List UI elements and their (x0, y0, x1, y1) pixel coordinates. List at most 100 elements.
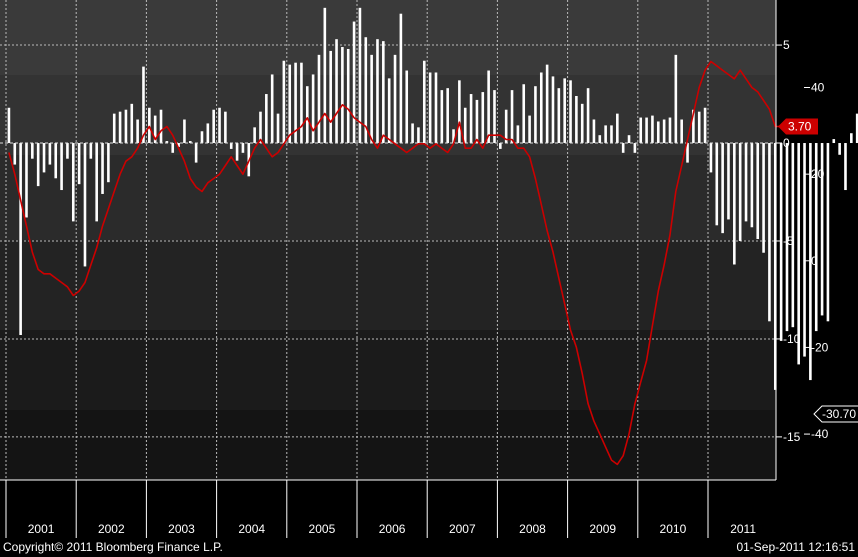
bar (504, 109, 508, 144)
band-2 (0, 155, 776, 240)
bar (586, 88, 590, 144)
bar (71, 143, 75, 222)
bar (651, 115, 654, 144)
bar (645, 117, 648, 144)
bar (89, 143, 93, 159)
outer-tick-label: -20 (811, 340, 829, 354)
year-label: 2011 (730, 522, 756, 536)
bar (294, 62, 297, 144)
bar (580, 103, 584, 144)
year-label: 2005 (309, 522, 336, 536)
band-3 (0, 240, 776, 330)
bar (434, 72, 438, 144)
bar (703, 107, 707, 144)
bar (83, 143, 87, 267)
bar (750, 143, 754, 228)
bar (826, 143, 830, 322)
year-label: 2006 (379, 522, 406, 536)
bar (346, 48, 350, 144)
bar (329, 50, 332, 144)
bar (235, 143, 239, 161)
bar (522, 84, 526, 144)
bar (692, 109, 695, 144)
bar (481, 92, 485, 144)
bar (36, 143, 40, 187)
bar (809, 143, 812, 381)
bar (838, 143, 841, 155)
bar (411, 123, 414, 144)
bar (458, 80, 461, 144)
bar (855, 113, 858, 144)
bar (19, 143, 22, 336)
bar (370, 54, 373, 144)
bar (229, 143, 233, 149)
bar (656, 121, 660, 144)
bar (779, 143, 783, 341)
bar (487, 70, 490, 144)
bar (616, 113, 619, 144)
bar (241, 143, 245, 153)
bar (551, 76, 555, 144)
bar (686, 143, 689, 163)
bar (610, 125, 613, 144)
bar (791, 143, 795, 328)
bar (797, 143, 800, 365)
band-4 (0, 330, 776, 410)
inner-tick-label: -5 (783, 234, 794, 248)
year-label: 2003 (168, 522, 195, 536)
bar (259, 111, 262, 144)
bar (288, 64, 292, 144)
bar (715, 143, 719, 226)
bar (569, 80, 572, 144)
bar (335, 39, 338, 144)
bar (270, 74, 274, 144)
inner-tick-label: 5 (783, 38, 790, 52)
right-axis: 5 0 -5 -10 -15 40 20 0 -20 -40 (775, 0, 829, 480)
bar (54, 143, 58, 179)
bar (136, 119, 139, 144)
bar (662, 119, 666, 144)
bar (814, 143, 818, 332)
timestamp-text: 01-Sep-2011 12:16:51 (736, 540, 855, 554)
bar (773, 143, 777, 390)
copyright-text: Copyright© 2011 Bloomberg Finance L.P. (3, 540, 223, 554)
bar (469, 94, 473, 144)
year-label: 2007 (449, 522, 476, 536)
bar (475, 99, 479, 144)
bar (317, 54, 321, 144)
line-value-label: 3.70 (788, 119, 812, 133)
bar (300, 62, 303, 144)
bar (323, 7, 327, 144)
bar-value-tag (813, 405, 858, 423)
bar (598, 135, 602, 144)
band-0 (0, 0, 776, 75)
bar (153, 115, 157, 144)
bar (159, 109, 163, 144)
year-label: 2004 (238, 522, 265, 536)
line-series (8, 60, 793, 466)
bar (376, 39, 379, 144)
line-value-tag (778, 118, 818, 135)
outer-tick-label: 0 (811, 254, 818, 268)
year-label: 2002 (98, 522, 125, 536)
bar (452, 129, 455, 144)
bar (557, 88, 561, 144)
bar (674, 54, 678, 144)
bar (200, 131, 204, 144)
bar (112, 113, 116, 144)
bar (101, 143, 104, 194)
bar (188, 141, 192, 144)
last-value-tags: 3.70 -30.70 (778, 118, 858, 423)
bar (13, 143, 17, 165)
bar (539, 72, 543, 144)
bar (341, 47, 344, 144)
bar (697, 111, 701, 144)
bar (7, 107, 11, 144)
bar (417, 127, 420, 144)
bar (265, 94, 268, 144)
bar (194, 143, 198, 163)
inner-tick-label: 0 (783, 136, 790, 150)
year-label: 2001 (28, 522, 55, 536)
bar (253, 127, 256, 144)
